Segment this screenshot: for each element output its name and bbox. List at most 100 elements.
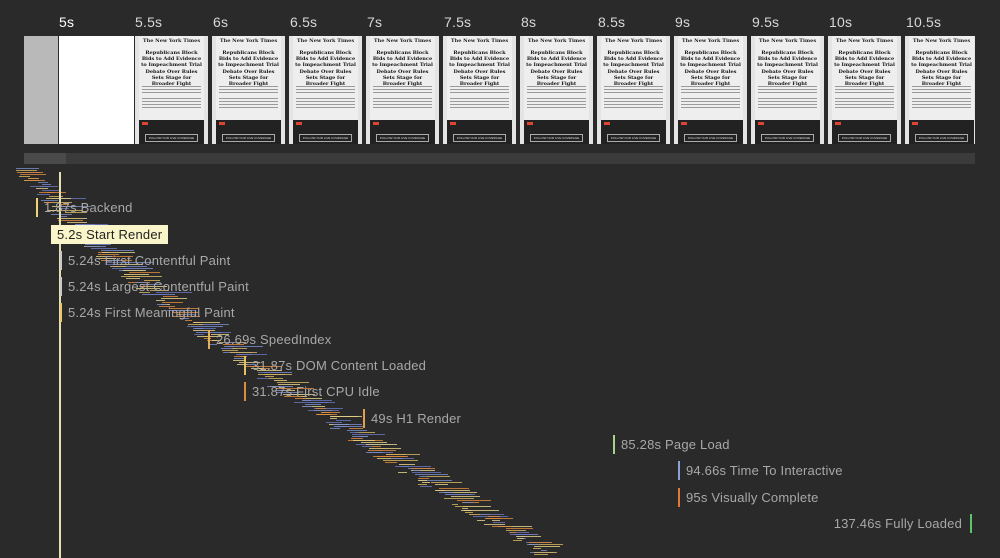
metric-marker[interactable]: 26.69s SpeedIndex	[208, 330, 331, 349]
request-bar	[37, 182, 49, 183]
request-bar	[491, 526, 512, 527]
text-line	[142, 104, 201, 105]
metric-marker[interactable]: 94.66s Time To Interactive	[678, 461, 843, 480]
tick-label: 6.5s	[290, 14, 318, 30]
text-line	[604, 98, 663, 99]
filmstrip-frame[interactable]: The New York Times Republicans Block Bids…	[212, 36, 285, 144]
text-line	[604, 107, 663, 108]
request-bar	[268, 378, 284, 379]
metric-marker[interactable]: 49s H1 Render	[363, 409, 461, 428]
metric-marker[interactable]: 137.46s Fully Loaded	[834, 514, 972, 533]
live-badge	[835, 122, 841, 125]
request-bar	[294, 402, 328, 403]
live-badge	[296, 122, 302, 125]
tick-label: 5s	[59, 14, 75, 30]
metric-marker[interactable]: 95s Visually Complete	[678, 488, 819, 507]
text-line	[758, 86, 817, 87]
request-bar	[397, 472, 407, 473]
request-bar	[123, 270, 146, 271]
request-bar	[321, 412, 340, 413]
filmstrip-frame[interactable]: The New York Times Republicans Block Bids…	[674, 36, 747, 144]
request-bar	[410, 468, 435, 469]
request-bar	[136, 282, 147, 283]
request-bar	[330, 416, 362, 417]
filmstrip-frame[interactable]: The New York Times Republicans Block Bids…	[905, 36, 975, 144]
filmstrip-frame[interactable]: The New York Times Republicans Block Bids…	[443, 36, 516, 144]
filmstrip-frame[interactable]: The New York Times Republicans Block Bids…	[597, 36, 670, 144]
filmstrip-frame[interactable]	[24, 36, 58, 144]
request-bar	[44, 202, 73, 203]
request-bar	[371, 446, 381, 447]
request-bar	[58, 208, 70, 209]
text-line	[219, 98, 278, 99]
request-bar	[64, 212, 87, 213]
text-line	[450, 89, 509, 90]
filmstrip-frame[interactable]: The New York Times Republicans Block Bids…	[520, 36, 593, 144]
metric-marker[interactable]: 5.2s Start Render	[51, 225, 169, 244]
filmstrip-frame[interactable]: The New York Times Republicans Block Bids…	[289, 36, 362, 144]
text-line	[835, 104, 894, 105]
text-line	[219, 89, 278, 90]
request-bar	[367, 450, 381, 451]
request-bar	[303, 400, 333, 401]
text-line	[912, 92, 971, 93]
playhead[interactable]	[59, 172, 61, 558]
thumbnail-headline: Republicans Block Bids to Add Evidence t…	[834, 50, 895, 68]
text-line	[681, 98, 740, 99]
scrubber-handle[interactable]	[24, 153, 66, 164]
page-thumbnail: The New York Times Republicans Block Bids…	[832, 36, 897, 144]
text-line	[527, 98, 586, 99]
metric-marker-line	[613, 435, 615, 454]
request-bar	[196, 332, 231, 333]
request-bar	[50, 210, 83, 211]
site-logo: The New York Times	[296, 38, 355, 44]
request-bar	[415, 474, 448, 475]
site-logo: The New York Times	[373, 38, 432, 44]
request-bar	[47, 210, 59, 211]
live-coverage-box: FOLLOW OUR LIVE COVERAGE	[601, 120, 666, 144]
request-bar	[265, 376, 275, 377]
text-line	[758, 107, 817, 108]
request-bar	[304, 404, 322, 405]
text-line	[450, 98, 509, 99]
thumbnail-headline: Republicans Block Bids to Add Evidence t…	[295, 50, 356, 68]
metric-marker[interactable]: 1.87s Backend	[36, 198, 133, 217]
text-line	[142, 89, 201, 90]
text-line	[912, 104, 971, 105]
follow-coverage-button: FOLLOW OUR LIVE COVERAGE	[530, 134, 583, 142]
request-bar	[158, 306, 175, 307]
filmstrip[interactable]: The New York Times Republicans Block Bids…	[24, 36, 975, 144]
request-bar	[461, 508, 469, 509]
request-bar	[193, 330, 215, 331]
metric-marker[interactable]: 85.28s Page Load	[613, 435, 730, 454]
text-line	[373, 98, 432, 99]
text-line	[758, 101, 817, 102]
filmstrip-frame[interactable]: The New York Times Republicans Block Bids…	[751, 36, 824, 144]
metric-marker-line	[970, 514, 972, 533]
metric-marker[interactable]: 5.24s Largest Contentful Paint	[60, 277, 249, 296]
timeline-scrubber[interactable]	[24, 153, 975, 164]
text-line	[835, 98, 894, 99]
text-line	[142, 86, 201, 87]
filmstrip-frame[interactable]: The New York Times Republicans Block Bids…	[135, 36, 208, 144]
site-logo: The New York Times	[219, 38, 278, 44]
filmstrip-frame[interactable]: The New York Times Republicans Block Bids…	[366, 36, 439, 144]
text-line	[835, 92, 894, 93]
request-bar	[98, 254, 119, 255]
request-bar	[372, 456, 409, 457]
metric-marker[interactable]: 31.87s First CPU Idle	[244, 382, 380, 401]
request-bar	[60, 204, 70, 205]
request-bar	[135, 288, 161, 289]
live-coverage-box: FOLLOW OUR LIVE COVERAGE	[293, 120, 358, 144]
request-bar	[418, 476, 428, 477]
metric-marker[interactable]: 5.24s First Contentful Paint	[60, 251, 230, 270]
request-bar	[207, 340, 217, 341]
metric-marker[interactable]: 31.87s DOM Content Loaded	[244, 356, 426, 375]
filmstrip-frame[interactable]	[59, 36, 134, 144]
metric-marker-label: 94.66s Time To Interactive	[686, 463, 843, 478]
request-bar	[129, 272, 160, 273]
filmstrip-frame[interactable]: The New York Times Republicans Block Bids…	[828, 36, 901, 144]
text-line	[912, 101, 971, 102]
request-bar	[512, 540, 523, 541]
metric-marker[interactable]: 5.24s First Meaningful Paint	[60, 303, 235, 322]
